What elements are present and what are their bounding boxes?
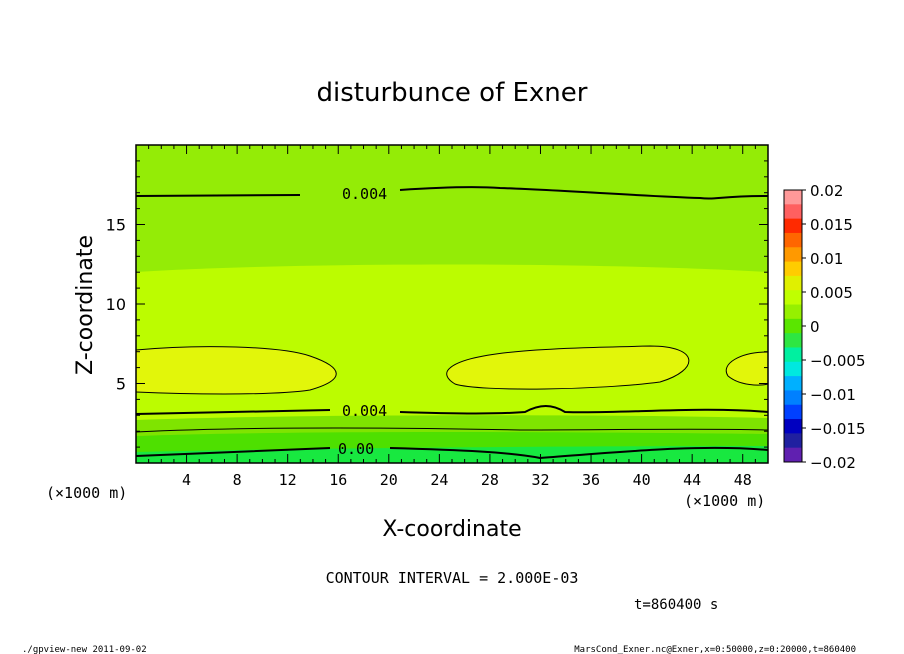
colorbar-swatch	[784, 275, 802, 291]
colorbar-swatch	[784, 304, 802, 320]
colorbar-swatch	[784, 361, 802, 377]
colorbar-tick-label: 0.005	[810, 284, 853, 302]
contour-lines	[135, 186, 769, 460]
colorbar-tick-label: 0.01	[810, 250, 843, 268]
colorbar-tick-label: −0.02	[810, 454, 856, 472]
colorbar-swatch	[784, 247, 802, 263]
x-tick-label: 16	[329, 471, 347, 489]
contour-interval: CONTOUR INTERVAL = 2.000E-03	[326, 569, 579, 587]
colorbar-swatch	[784, 204, 802, 220]
colorbar-swatch	[784, 419, 802, 434]
contour-labels: 0.004 0.004 0.00	[338, 185, 387, 458]
x-tick-label: 4	[182, 471, 191, 489]
chart-title: disturbunce of Exner	[317, 78, 588, 108]
x-tick-label: 8	[233, 471, 242, 489]
y-tick-label: 15	[106, 216, 126, 235]
x-tick-label: 24	[430, 471, 448, 489]
colorbar: 0.02 0.015 0.01 0.005 0 −0.005 −0.01 −0.015 −0.0…	[783, 182, 866, 472]
x-tick-label: 12	[279, 471, 297, 489]
colorbar-swatch	[784, 333, 802, 348]
colorbar-swatch	[784, 433, 802, 449]
contour-label: 0.00	[338, 440, 374, 458]
x-tick-label: 48	[734, 471, 752, 489]
footer-right: MarsCond_Exner.nc@Exner,x=0:50000,z=0:20…	[574, 645, 856, 654]
contour-label: 0.004	[342, 185, 387, 203]
contour-fill	[136, 145, 768, 463]
colorbar-tick-label: 0	[810, 318, 820, 336]
colorbar-swatch	[784, 290, 802, 306]
time-label: t=860400 s	[634, 597, 718, 613]
footer-left: ./gpview-new 2011-09-02	[22, 645, 147, 654]
y-tick-label: 10	[106, 295, 126, 314]
x-tick-label: 20	[380, 471, 398, 489]
colorbar-swatch	[784, 347, 802, 363]
x-unit-left: (×1000 m)	[46, 484, 127, 502]
colorbar-swatch	[784, 232, 802, 248]
x-unit-right: (×1000 m)	[684, 492, 765, 510]
x-tick-label: 40	[633, 471, 651, 489]
x-ticks: 4 8 12 16 20 24 28 32 36 40 44 48	[135, 145, 769, 489]
x-tick-label: 28	[481, 471, 499, 489]
x-axis-label: X-coordinate	[382, 517, 521, 542]
colorbar-tick-label: 0.015	[810, 216, 853, 234]
x-tick-label: 32	[531, 471, 549, 489]
x-tick-label: 36	[582, 471, 600, 489]
x-tick-label: 44	[683, 471, 701, 489]
colorbar-swatch	[784, 376, 802, 391]
colorbar-swatch	[784, 404, 802, 420]
colorbar-swatch	[784, 218, 802, 234]
colorbar-tick-label: −0.015	[810, 420, 866, 438]
colorbar-swatch	[784, 261, 802, 277]
colorbar-swatch	[784, 190, 802, 205]
colorbar-tick-label: −0.01	[810, 386, 856, 404]
colorbar-swatch	[784, 390, 802, 406]
y-tick-label: 5	[116, 375, 126, 394]
colorbar-tick-label: 0.02	[810, 182, 843, 200]
y-axis-label: Z-coordinate	[73, 235, 98, 375]
colorbar-swatch	[784, 447, 802, 463]
contour-label: 0.004	[342, 402, 387, 420]
colorbar-swatch	[784, 318, 802, 334]
colorbar-tick-label: −0.005	[810, 352, 866, 370]
y-ticks: 5 10 15	[106, 144, 768, 464]
